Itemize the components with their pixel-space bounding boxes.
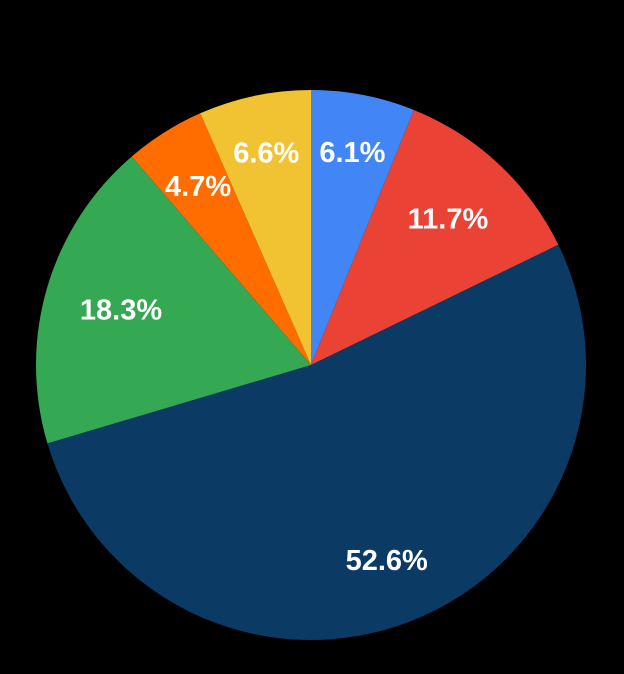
pie-slice-blue [311, 90, 414, 365]
pie-slice-label-blue: 6.1% [319, 137, 385, 169]
pie-slice-green [36, 156, 311, 444]
pie-slice-dark-navy [47, 244, 587, 640]
pie-slice-label-yellow: 6.6% [233, 138, 299, 170]
pie-slice-yellow [200, 90, 311, 365]
pie-slice-red [311, 109, 559, 365]
pie-slice-label-green: 18.3% [80, 294, 162, 326]
pie-slice-orange [131, 113, 311, 365]
pie-slice-label-orange: 4.7% [165, 171, 231, 203]
pie-slice-label-red: 11.7% [408, 203, 489, 235]
pie-slice-label-dark-navy: 52.6% [346, 545, 428, 577]
